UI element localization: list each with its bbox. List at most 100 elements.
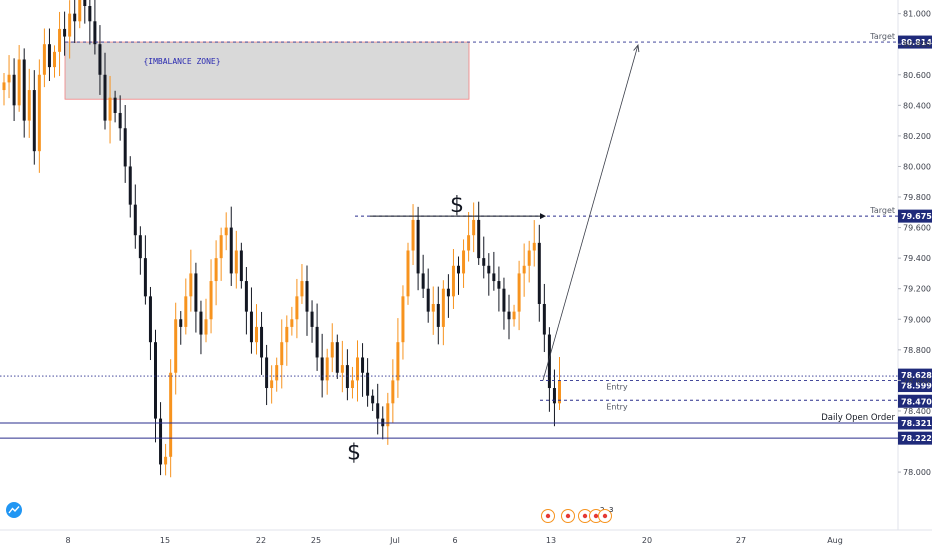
- liquidity-low-label: $: [347, 441, 361, 466]
- candle-body: [17, 59, 21, 106]
- candle-body: [2, 82, 6, 91]
- y-tick-label: 80.800: [903, 40, 931, 49]
- candle-body: [47, 44, 51, 68]
- x-tick-label: 25: [311, 536, 321, 545]
- candle-body: [300, 281, 304, 297]
- x-tick-label: 20: [642, 536, 652, 545]
- price-badge-label: 78.470: [901, 397, 932, 406]
- candle-body: [123, 128, 127, 167]
- candle-body: [532, 242, 536, 251]
- x-tick-label: 22: [256, 536, 266, 545]
- candle-body: [421, 273, 425, 289]
- candle-body: [184, 296, 188, 327]
- price-badge-80.814: [898, 35, 932, 49]
- x-tick-label: 27: [736, 536, 746, 545]
- candle-body: [199, 311, 203, 335]
- liquidity-high-label: $: [450, 193, 464, 218]
- liquidity-high-arrowhead: [540, 213, 546, 220]
- candle-body: [381, 418, 385, 427]
- candle-body: [53, 51, 56, 68]
- candle-body: [396, 342, 400, 381]
- candle-body: [169, 372, 173, 457]
- price-badge-78.599: [898, 379, 932, 393]
- candle-body: [58, 28, 62, 52]
- price-badge-label: 78.628: [901, 371, 932, 380]
- candle-body: [7, 74, 11, 83]
- candle-body: [37, 74, 41, 152]
- x-tick-label: 6: [452, 536, 457, 545]
- candle-body: [83, 0, 87, 7]
- candle-body: [527, 250, 531, 266]
- candle-body: [310, 311, 314, 327]
- candle-body: [98, 44, 102, 75]
- candle-body: [265, 357, 269, 389]
- candle-body: [492, 273, 496, 282]
- event-icon-dot: [545, 513, 551, 519]
- candle-body: [229, 227, 233, 274]
- candle-body: [335, 342, 339, 373]
- candle-body: [290, 319, 294, 327]
- candle-body: [502, 288, 506, 312]
- event-count: 3: [609, 506, 613, 514]
- y-tick-label: 79.800: [903, 193, 931, 202]
- candle-body: [143, 258, 147, 297]
- candle-body: [416, 219, 420, 274]
- level-note-0: Target: [869, 32, 895, 41]
- candle-body: [315, 326, 319, 358]
- candle-body: [457, 265, 460, 274]
- x-tick-label: Aug: [827, 536, 843, 545]
- candle-body: [255, 326, 258, 343]
- candle-body: [93, 21, 97, 45]
- candle-body: [154, 342, 157, 419]
- candle-body: [517, 273, 521, 312]
- y-tick-label: 80.000: [903, 162, 931, 171]
- candle-body: [547, 334, 551, 389]
- y-tick-label: 78.400: [903, 407, 931, 416]
- event-icon-dot: [602, 513, 608, 519]
- candle-body: [174, 319, 178, 373]
- y-tick-label: 78.000: [903, 468, 931, 477]
- price-badge-78.470: [898, 394, 932, 408]
- candle-body: [285, 326, 289, 343]
- imbalance-zone-label: {IMBALANCE ZONE}: [143, 57, 220, 66]
- projection-arrowhead: [633, 43, 640, 53]
- candle-body: [138, 235, 142, 259]
- y-tick-label: 79.200: [903, 285, 931, 294]
- projection-arrow-line: [542, 44, 639, 381]
- candle-body: [32, 90, 36, 152]
- candle-body: [73, 13, 77, 22]
- candle-body: [507, 311, 511, 320]
- candle-body: [234, 250, 238, 274]
- level-note-3: Entry: [606, 383, 628, 392]
- price-badge-label: 80.814: [901, 38, 932, 47]
- candle-body: [431, 303, 435, 312]
- candle-body: [441, 288, 445, 327]
- y-tick-label: 80.400: [903, 101, 931, 110]
- candle-body: [451, 265, 455, 297]
- candle-body: [249, 311, 253, 343]
- candle-body: [340, 365, 344, 373]
- candle-body: [522, 265, 526, 274]
- candle-body: [128, 166, 132, 205]
- candle-body: [552, 388, 556, 404]
- candle-body: [361, 357, 365, 373]
- candle-body: [260, 326, 264, 358]
- y-tick-label: 80.200: [903, 132, 931, 141]
- candle-body: [103, 74, 107, 121]
- candle-body: [542, 303, 546, 335]
- candle-body: [391, 380, 395, 404]
- candle-body: [512, 311, 516, 320]
- candle-body: [366, 372, 370, 396]
- price-badge-label: 78.222: [901, 434, 932, 443]
- x-tick-label: 8: [65, 536, 70, 545]
- candle-body: [159, 418, 163, 465]
- candle-body: [446, 288, 450, 297]
- level-note-4: Entry: [606, 402, 628, 411]
- candle-body: [376, 403, 380, 419]
- price-badge-79.675: [898, 209, 932, 223]
- candle-body: [214, 258, 218, 282]
- candle-body: [179, 319, 183, 327]
- candle-body: [320, 357, 324, 381]
